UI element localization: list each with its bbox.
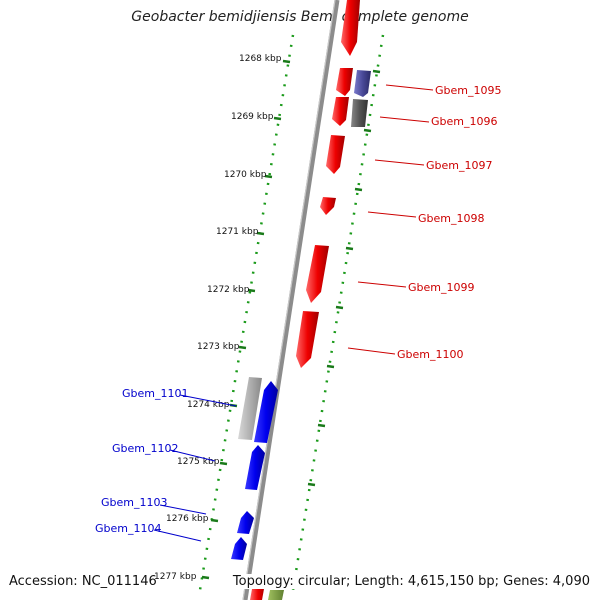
gene-label-gbem-1096[interactable]: Gbem_1096 — [431, 115, 497, 128]
gene-arrow-blue-1101b[interactable] — [254, 381, 278, 443]
gene-arrow-gbem-1098[interactable] — [320, 197, 336, 215]
tick-label-1268: 1268 kbp — [239, 54, 282, 64]
gene-label-gbem-1098[interactable]: Gbem_1098 — [418, 212, 484, 225]
map-title: Geobacter bemidjiensis Bem, complete gen… — [131, 9, 469, 25]
gene-arrow-gbem-1097[interactable] — [326, 135, 345, 174]
gene-label-gbem-1100[interactable]: Gbem_1100 — [397, 348, 463, 361]
gene-label-gbem-1099[interactable]: Gbem_1099 — [408, 281, 474, 294]
leader-gbem-1102 — [169, 449, 216, 462]
gene-label-gbem-1104[interactable]: Gbem_1104 — [95, 522, 161, 535]
leader-gbem-1103 — [159, 504, 207, 515]
genome-backbone — [242, 0, 340, 600]
leader-gbem-1095 — [385, 84, 434, 91]
accession-text: Accession: NC_011146 — [9, 574, 157, 589]
leader-gbem-1104 — [153, 529, 202, 542]
leader-gbem-1100 — [347, 347, 396, 355]
leader-gbem-1096 — [379, 116, 430, 123]
tick-label-1277: 1277 kbp — [154, 572, 197, 582]
genome-summary: Topology: circular; Length: 4,615,150 bp… — [230, 574, 590, 589]
leader-gbem-1097 — [374, 159, 425, 166]
gene-arrow-gbem-1104[interactable] — [231, 537, 247, 560]
gene-label-gbem-1102[interactable]: Gbem_1102 — [112, 442, 178, 455]
gene-label-gbem-1097[interactable]: Gbem_1097 — [426, 159, 492, 172]
tick-label-1270: 1270 kbp — [224, 170, 267, 180]
tick-label-1273: 1273 kbp — [197, 342, 240, 352]
inner-guide-track — [291, 34, 385, 591]
gene-arrow-bottom-olive[interactable] — [268, 590, 284, 600]
leader-gbem-1098 — [367, 211, 417, 218]
leader-gbem-1101 — [179, 394, 237, 407]
gene-label-gbem-1101[interactable]: Gbem_1101 — [122, 387, 188, 400]
gene-label-gbem-1095[interactable]: Gbem_1095 — [435, 84, 501, 97]
inner-ticks — [307, 69, 381, 487]
gene-arrow-top[interactable] — [341, 0, 360, 56]
gene-arrow-gbem-1095[interactable] — [354, 70, 371, 97]
tick-label-1271: 1271 kbp — [216, 227, 259, 237]
tick-label-1272: 1272 kbp — [207, 285, 250, 295]
leader-gbem-1099 — [357, 281, 407, 288]
gene-arrow-gbem-1101[interactable] — [238, 377, 262, 440]
gene-arrow-1096-left[interactable] — [332, 97, 349, 126]
gene-label-gbem-1103[interactable]: Gbem_1103 — [101, 496, 167, 509]
gene-arrow-gbem-1099[interactable] — [306, 245, 329, 303]
tick-label-1274: 1274 kbp — [187, 400, 230, 410]
tick-label-1276: 1276 kbp — [166, 514, 209, 524]
tick-label-1269: 1269 kbp — [231, 112, 274, 122]
outer-guide-track — [198, 34, 295, 591]
gene-arrow-gbem-1096[interactable] — [351, 99, 368, 127]
gene-arrow-gbem-1102[interactable] — [245, 445, 265, 490]
gene-arrow-gbem-1103[interactable] — [237, 511, 254, 534]
tick-label-1275: 1275 kbp — [177, 457, 220, 467]
gene-arrow-gbem-1100[interactable] — [296, 311, 319, 368]
gene-arrow-gbem-1095-neighbor[interactable] — [336, 68, 353, 96]
